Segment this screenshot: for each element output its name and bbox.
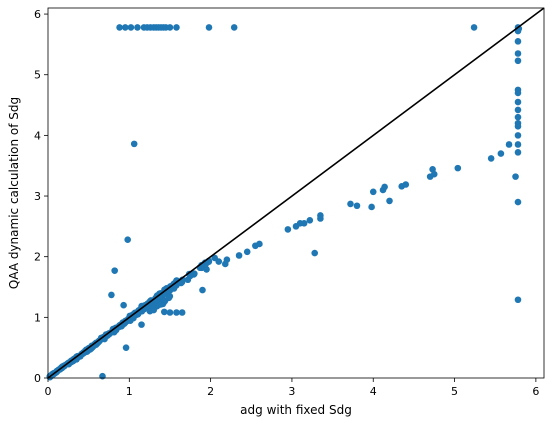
reference-line-layer bbox=[47, 7, 545, 379]
data-point bbox=[178, 309, 186, 316]
data-point bbox=[514, 296, 522, 304]
data-point bbox=[514, 149, 522, 156]
data-point bbox=[166, 309, 174, 316]
data-point bbox=[514, 106, 522, 114]
one-to-one-line bbox=[47, 7, 545, 379]
y-tick-label: 2 bbox=[34, 251, 41, 264]
data-point bbox=[514, 132, 522, 139]
data-point bbox=[306, 217, 314, 224]
data-point bbox=[198, 261, 205, 269]
data-point bbox=[184, 276, 192, 284]
x-axis-ticks: 0 1 2 3 4 5 6 bbox=[45, 378, 539, 398]
x-tick-label: 2 bbox=[207, 385, 214, 398]
data-point bbox=[514, 89, 522, 97]
data-point bbox=[203, 266, 210, 273]
data-point bbox=[121, 24, 129, 31]
data-point bbox=[165, 294, 173, 302]
data-point bbox=[369, 188, 377, 196]
data-point bbox=[386, 197, 393, 205]
data-point bbox=[514, 122, 522, 130]
data-point bbox=[514, 198, 522, 206]
data-point bbox=[317, 215, 324, 222]
data-point bbox=[514, 50, 522, 57]
data-point bbox=[130, 140, 138, 148]
data-point bbox=[99, 372, 106, 380]
data-point bbox=[108, 291, 115, 299]
data-point bbox=[122, 344, 130, 351]
data-point bbox=[430, 170, 438, 178]
data-point bbox=[368, 203, 375, 211]
data-point bbox=[497, 150, 505, 157]
data-point bbox=[124, 236, 131, 243]
data-point bbox=[205, 24, 213, 31]
data-point bbox=[134, 24, 141, 31]
data-point bbox=[402, 181, 410, 188]
plot-frame bbox=[47, 7, 545, 379]
data-point bbox=[454, 164, 462, 172]
data-point bbox=[505, 141, 513, 148]
y-tick-label: 3 bbox=[34, 190, 41, 203]
data-point bbox=[300, 220, 308, 227]
data-point bbox=[221, 260, 229, 268]
y-tick-label: 5 bbox=[34, 69, 41, 82]
data-point bbox=[111, 267, 118, 274]
data-point bbox=[381, 183, 388, 191]
data-point bbox=[243, 248, 251, 256]
x-tick-label: 5 bbox=[451, 385, 458, 398]
y-axis-ticks: 0 1 2 3 4 5 6 bbox=[34, 8, 48, 385]
data-point bbox=[470, 24, 478, 31]
x-tick-label: 6 bbox=[532, 385, 539, 398]
data-point bbox=[514, 57, 522, 65]
data-point bbox=[80, 349, 87, 357]
data-point bbox=[157, 301, 165, 308]
data-point bbox=[138, 321, 145, 328]
data-point bbox=[311, 249, 319, 257]
y-tick-label: 0 bbox=[34, 372, 41, 385]
y-tick-label: 4 bbox=[34, 129, 41, 142]
data-point bbox=[199, 286, 206, 294]
data-point bbox=[150, 306, 157, 314]
x-tick-label: 3 bbox=[288, 385, 295, 398]
data-point bbox=[353, 202, 361, 210]
data-point bbox=[127, 24, 135, 31]
y-tick-label: 1 bbox=[34, 311, 41, 324]
y-axis-label: QAA dynamic calculation of Sdg bbox=[7, 97, 21, 289]
data-point bbox=[230, 24, 238, 31]
x-axis-label: adg with fixed Sdg bbox=[240, 403, 352, 417]
data-point bbox=[512, 173, 519, 180]
data-point bbox=[173, 309, 180, 316]
data-point bbox=[173, 24, 180, 31]
data-point bbox=[514, 38, 522, 45]
x-tick-label: 4 bbox=[370, 385, 377, 398]
data-point bbox=[117, 321, 125, 329]
data-point bbox=[235, 252, 243, 259]
x-tick-label: 1 bbox=[126, 385, 133, 398]
data-point bbox=[487, 155, 495, 162]
data-point bbox=[166, 24, 174, 31]
data-point bbox=[514, 141, 522, 148]
data-point bbox=[191, 270, 198, 277]
data-point bbox=[160, 308, 168, 316]
data-point bbox=[215, 258, 223, 265]
data-point bbox=[120, 301, 127, 309]
data-point bbox=[284, 226, 292, 233]
data-point bbox=[347, 200, 354, 208]
y-tick-label: 6 bbox=[34, 8, 41, 21]
data-point bbox=[156, 293, 164, 300]
data-point bbox=[69, 357, 77, 365]
data-point bbox=[116, 24, 123, 31]
x-tick-label: 0 bbox=[45, 385, 52, 398]
data-point bbox=[514, 113, 522, 121]
data-point bbox=[514, 98, 522, 106]
data-point bbox=[256, 240, 263, 248]
